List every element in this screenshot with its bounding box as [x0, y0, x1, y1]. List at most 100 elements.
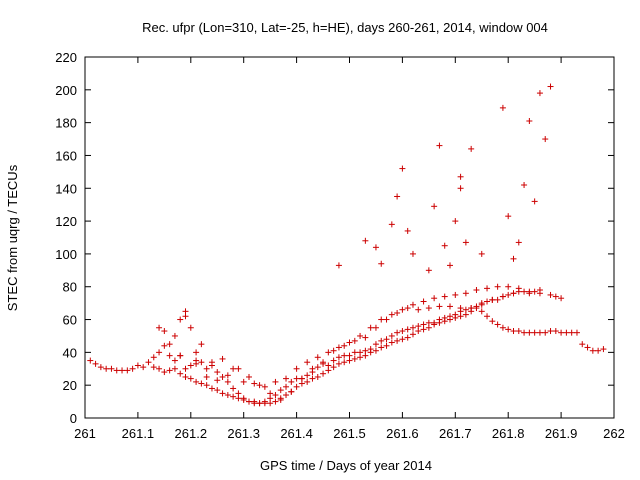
- data-point: [431, 295, 438, 302]
- y-tick-label: 0: [70, 411, 77, 426]
- data-point: [330, 357, 337, 364]
- data-point: [219, 390, 226, 397]
- data-point: [515, 285, 522, 292]
- data-point: [399, 336, 406, 343]
- data-point: [320, 370, 327, 377]
- x-tick-label: 261.5: [333, 426, 366, 441]
- data-point: [394, 337, 401, 344]
- data-point: [468, 145, 475, 152]
- data-point: [558, 295, 565, 302]
- data-point: [409, 250, 416, 257]
- data-point: [372, 347, 379, 354]
- data-point: [505, 291, 512, 298]
- data-point: [383, 336, 390, 343]
- data-point: [346, 339, 353, 346]
- data-point: [462, 306, 469, 313]
- data-point: [177, 370, 184, 377]
- data-point: [240, 396, 247, 403]
- data-point: [224, 392, 231, 399]
- data-point: [372, 341, 379, 348]
- data-point: [499, 104, 506, 111]
- data-point: [378, 337, 385, 344]
- data-point: [325, 349, 332, 356]
- data-point: [568, 329, 575, 336]
- y-tick-label: 200: [55, 83, 77, 98]
- data-point: [589, 347, 596, 354]
- data-point: [510, 255, 517, 262]
- data-point: [526, 288, 533, 295]
- y-tick-label: 20: [63, 378, 77, 393]
- data-point: [452, 291, 459, 298]
- data-point: [452, 311, 459, 318]
- data-point: [531, 288, 538, 295]
- data-point: [314, 364, 321, 371]
- data-point: [97, 364, 104, 371]
- data-point: [203, 373, 210, 380]
- data-point: [388, 311, 395, 318]
- data-point: [335, 262, 342, 269]
- data-point: [203, 365, 210, 372]
- data-point: [425, 319, 432, 326]
- data-point: [494, 321, 501, 328]
- axes: [84, 56, 615, 419]
- data-point: [367, 346, 374, 353]
- data-point: [251, 380, 258, 387]
- data-point: [447, 303, 454, 310]
- data-point: [92, 360, 99, 367]
- data-point: [341, 352, 348, 359]
- data-point: [272, 398, 279, 405]
- data-point: [230, 393, 237, 400]
- data-point: [536, 290, 543, 297]
- data-point: [462, 239, 469, 246]
- data-point: [505, 213, 512, 220]
- data-point: [436, 316, 443, 323]
- data-point: [526, 117, 533, 124]
- data-point: [388, 339, 395, 346]
- data-point: [193, 349, 200, 356]
- data-point: [552, 328, 559, 335]
- data-point: [552, 293, 559, 300]
- data-point: [335, 354, 342, 361]
- y-axis-label: STEC from uqrg / TECUs: [5, 164, 20, 311]
- data-point: [388, 332, 395, 339]
- data-point: [499, 293, 506, 300]
- data-point: [283, 375, 290, 382]
- data-point: [198, 341, 205, 348]
- data-point: [124, 367, 131, 374]
- data-point: [140, 364, 147, 371]
- data-point: [415, 323, 422, 330]
- data-point: [399, 328, 406, 335]
- data-point: [547, 328, 554, 335]
- data-point: [245, 373, 252, 380]
- x-axis-label: GPS time / Days of year 2014: [260, 458, 432, 473]
- data-point: [473, 303, 480, 310]
- data-point: [298, 375, 305, 382]
- data-point: [505, 326, 512, 333]
- data-point: [161, 328, 168, 335]
- data-point: [145, 359, 152, 366]
- data-point: [219, 373, 226, 380]
- y-tick-label: 80: [63, 280, 77, 295]
- data-point: [579, 341, 586, 348]
- data-point: [357, 332, 364, 339]
- data-point: [156, 365, 163, 372]
- data-point: [134, 362, 141, 369]
- data-point: [335, 360, 342, 367]
- data-points: [87, 83, 607, 407]
- data-point: [468, 305, 475, 312]
- ticks: 261 261.1 261.2 261.3 261.4 261.5 261.6 261.7 26…: [55, 50, 625, 441]
- data-point: [171, 332, 178, 339]
- data-point: [193, 357, 200, 364]
- data-point: [515, 328, 522, 335]
- data-point: [330, 347, 337, 354]
- data-point: [156, 324, 163, 331]
- data-point: [478, 300, 485, 307]
- data-point: [351, 355, 358, 362]
- data-point: [563, 329, 570, 336]
- data-point: [171, 365, 178, 372]
- data-point: [404, 305, 411, 312]
- x-tick-label: 262: [603, 426, 625, 441]
- data-point: [447, 313, 454, 320]
- data-point: [150, 364, 157, 371]
